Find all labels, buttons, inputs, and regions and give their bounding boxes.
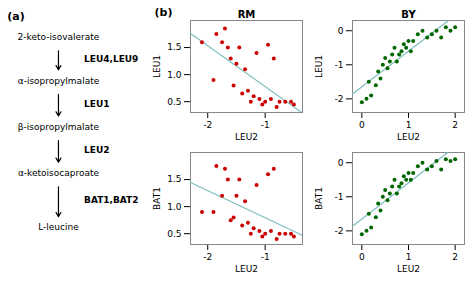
svg-text:(a): (a) [7,10,24,23]
svg-text:RM: RM [238,9,256,20]
svg-text:1.5: 1.5 [167,42,181,52]
svg-text:0.5: 0.5 [167,229,181,239]
svg-text:L-leucine: L-leucine [38,222,79,232]
svg-text:-2: -2 [203,252,212,262]
svg-text:LEU1: LEU1 [152,55,162,78]
svg-text:LEU2: LEU2 [235,132,258,142]
svg-text:2: 2 [452,120,458,130]
svg-text:(b): (b) [155,6,173,19]
svg-text:α-ketoisocaproate: α-ketoisocaproate [18,168,100,178]
svg-text:β-isopropylmalate: β-isopropylmalate [18,122,100,132]
svg-text:LEU2: LEU2 [235,264,258,274]
svg-text:LEU1: LEU1 [84,99,109,109]
svg-text:BAT1: BAT1 [152,187,162,210]
svg-text:2: 2 [452,252,458,262]
svg-text:0.5: 0.5 [167,97,181,107]
svg-text:1.0: 1.0 [167,201,182,211]
svg-text:1: 1 [406,252,412,262]
svg-text:LEU2: LEU2 [84,145,109,155]
svg-text:LEU4,LEU9: LEU4,LEU9 [84,54,138,64]
svg-text:0: 0 [359,252,365,262]
svg-text:BAT1: BAT1 [314,187,324,210]
svg-text:BY: BY [401,9,416,20]
svg-text:1.0: 1.0 [167,69,182,79]
svg-text:-1: -1 [335,192,344,202]
svg-text:-2: -2 [335,94,344,104]
svg-text:2-keto-isovalerate: 2-keto-isovalerate [18,32,100,42]
svg-text:1: 1 [406,120,412,130]
svg-text:-1: -1 [261,252,270,262]
svg-text:0: 0 [338,26,344,36]
svg-text:-2: -2 [203,120,212,130]
svg-text:1.5: 1.5 [167,174,181,184]
svg-text:-1: -1 [261,120,270,130]
svg-text:α-isopropylmalate: α-isopropylmalate [18,76,100,86]
svg-text:LEU1: LEU1 [314,55,324,78]
svg-text:LEU2: LEU2 [397,132,420,142]
svg-text:-1: -1 [335,60,344,70]
svg-text:LEU2: LEU2 [397,264,420,274]
svg-text:0: 0 [359,120,365,130]
svg-text:-2: -2 [335,226,344,236]
svg-text:BAT1,BAT2: BAT1,BAT2 [84,195,138,205]
svg-text:0: 0 [338,158,344,168]
